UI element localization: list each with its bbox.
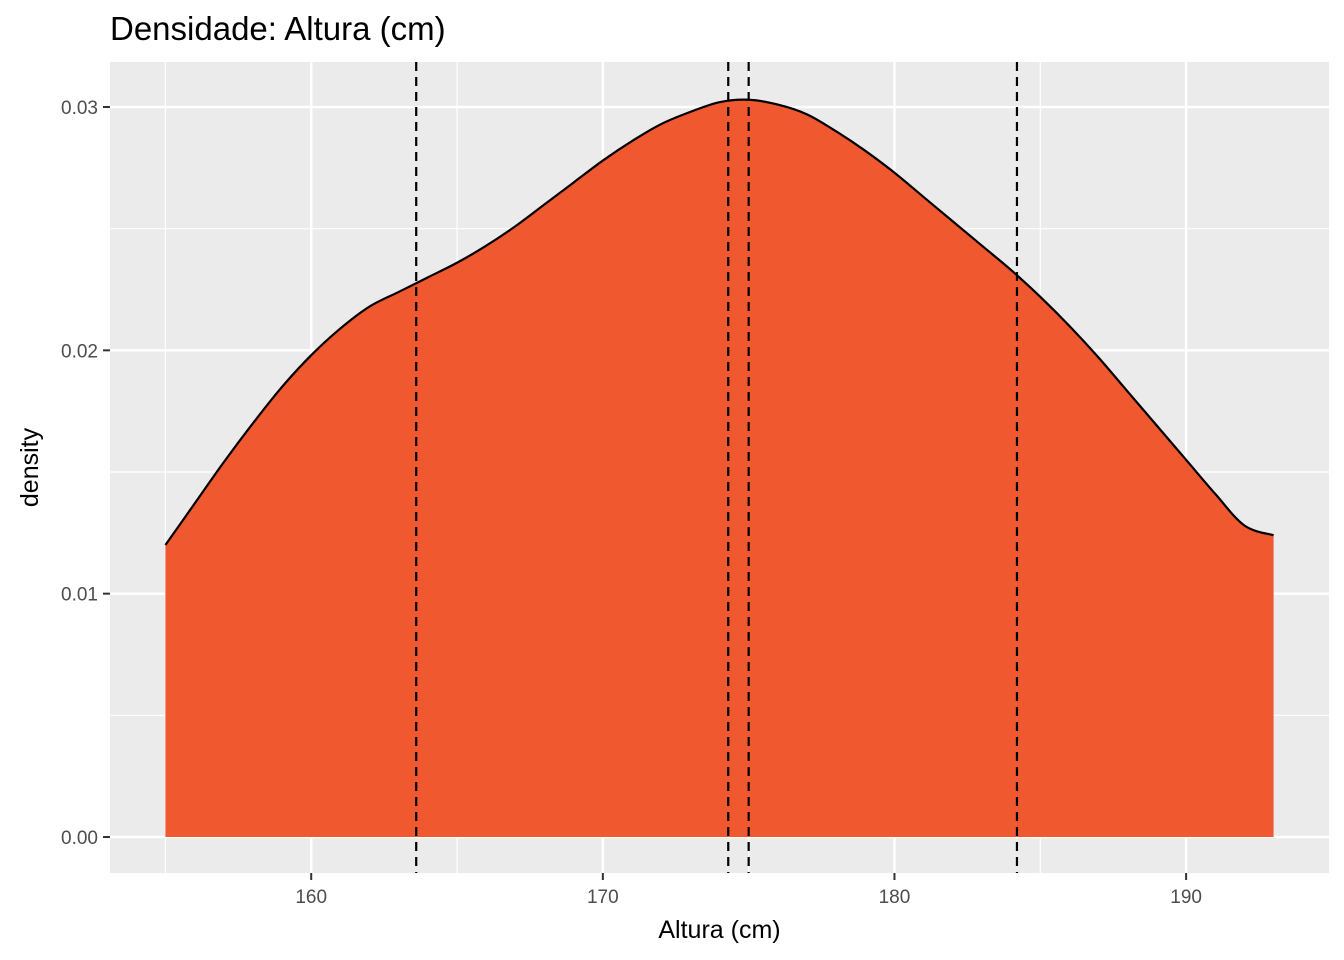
chart-title: Densidade: Altura (cm)	[110, 10, 446, 47]
x-tick-label: 170	[587, 887, 619, 908]
reference-lines	[415, 62, 1019, 873]
density-fill	[165, 99, 1274, 837]
x-tick-label: 160	[295, 887, 327, 908]
x-tick-label: 180	[879, 887, 911, 908]
x-tick-label: 190	[1170, 887, 1202, 908]
y-axis-title: density	[16, 427, 44, 507]
density-area	[164, 98, 1274, 837]
y-tick-label: 0.02	[61, 341, 98, 362]
axis-ticks	[103, 106, 1188, 880]
x-axis-title: Altura (cm)	[658, 916, 780, 944]
y-tick-label: 0.01	[61, 585, 98, 606]
tick-labels: 160 170 180 190 0.00 0.01 0.02 0.03	[61, 98, 1202, 908]
y-tick-label: 0.00	[61, 828, 98, 849]
density-line	[164, 98, 1274, 546]
y-tick-label: 0.03	[61, 98, 98, 119]
